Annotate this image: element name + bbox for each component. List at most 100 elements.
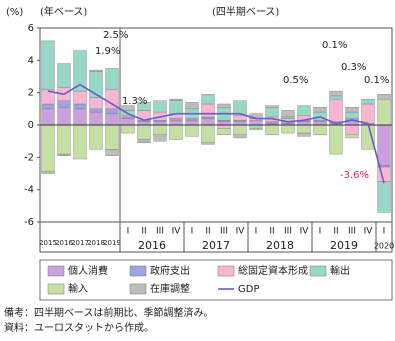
legend-label: 輸出 [330, 264, 350, 277]
bar-segment [265, 124, 279, 135]
year-label: 2019 [330, 239, 358, 252]
legend-label: 総固定資本形成 [238, 264, 308, 277]
bar-segment [105, 124, 119, 150]
year-label: 2018 [266, 239, 294, 252]
bar-segment [169, 119, 183, 126]
bar-segment [73, 90, 87, 105]
bar-segment [121, 105, 135, 111]
x-tick-label: II [333, 227, 338, 237]
legend-label: 在庫調整 [150, 282, 190, 295]
bar-segment [57, 153, 71, 156]
bar-segment [233, 115, 247, 121]
bar-segment [345, 111, 359, 119]
annotation: 1.3% [122, 96, 147, 107]
y-tick-label: 0 [28, 120, 34, 131]
bar-segment [233, 124, 247, 135]
bar-segment [201, 142, 215, 145]
bar-segment [201, 94, 215, 105]
x-tick-label: IV [300, 227, 310, 237]
x-tick-label: I [319, 227, 322, 237]
bar-segment [121, 124, 135, 134]
x-tick-label: 2017 [71, 239, 89, 247]
bar-segment [169, 118, 183, 121]
legend-swatch [217, 265, 235, 277]
bar-segment [153, 100, 167, 113]
x-tick-label: II [269, 227, 274, 237]
annotation: 1.9% [95, 46, 120, 57]
bar-segment [233, 119, 247, 122]
bar-segment [297, 132, 311, 137]
x-tick-label: 2015 [39, 239, 57, 247]
bar-segment [73, 50, 87, 92]
x-tick-label: I [191, 227, 194, 237]
x-tick-label: 2016 [55, 239, 73, 247]
bar-segment [57, 100, 71, 108]
bar-segment [329, 90, 343, 97]
axis-frame [39, 221, 393, 253]
annotation: 0.1% [364, 75, 389, 86]
legend-swatch [129, 283, 147, 295]
bar-segment [313, 124, 327, 135]
year-label: 2016 [138, 239, 166, 252]
bar-segment [217, 103, 231, 108]
annotation: 0.5% [283, 75, 308, 86]
note: 備考：四半期ベースは前期比、季節調整済み。 [4, 306, 214, 319]
bar-segment [329, 95, 343, 100]
bar-segment [201, 116, 215, 119]
x-tick-label: I [255, 227, 258, 237]
year-label: 2020 [374, 242, 394, 251]
y-tick-label: -6 [24, 217, 34, 228]
bar-segment [329, 124, 343, 155]
annotation: -3.6% [340, 170, 369, 181]
bar-segment [217, 128, 231, 135]
bar-segment [105, 68, 119, 90]
x-tick-label: III [156, 227, 164, 237]
legend-swatch [47, 265, 65, 277]
x-tick-label: III [284, 227, 292, 237]
bar-segment [265, 107, 279, 118]
bar-segment [313, 107, 327, 113]
y-tick-label: -2 [24, 152, 34, 163]
bar-segment [361, 103, 375, 124]
legend-label: 政府支出 [150, 264, 190, 277]
year-label: 2017 [202, 239, 230, 252]
bar-segment [297, 105, 311, 116]
x-tick-label: III [348, 227, 356, 237]
bar-segment [185, 119, 199, 126]
x-tick-label: III [220, 227, 228, 237]
bar-segment [41, 108, 55, 126]
x-tick-label: II [205, 227, 210, 237]
bar-segment [57, 63, 71, 89]
bar-segment [185, 118, 199, 121]
bar-segment [89, 111, 103, 126]
y-unit: (%) [6, 7, 23, 18]
legend-swatch [47, 283, 65, 295]
annotation: 0.3% [341, 62, 366, 73]
bar-segment [249, 119, 263, 126]
bar-segment [377, 124, 391, 166]
bar-segment [153, 119, 167, 122]
bar-segment [153, 124, 167, 135]
bar-segment [89, 124, 103, 150]
bar-segment [121, 116, 135, 119]
y-tick-label: -4 [24, 185, 34, 196]
y-tick-label: 6 [28, 23, 34, 34]
legend-frame [39, 259, 393, 301]
bar-segment [89, 69, 103, 72]
annual-header: (年ベース) [40, 5, 87, 18]
gdp-line [47, 83, 385, 184]
bar-segment [201, 118, 215, 126]
x-tick-label: 2018 [87, 239, 105, 247]
bar-segment [377, 98, 391, 126]
bar-segment [41, 40, 55, 90]
bar-segment [73, 103, 87, 110]
bar-segment [233, 134, 247, 139]
x-tick-label: IV [172, 227, 182, 237]
bar-segment [185, 102, 199, 110]
bar-segment [281, 116, 295, 119]
x-tick-label: I [127, 227, 130, 237]
note: 資料：ユーロスタットから作成。 [4, 321, 154, 334]
bar-segment [201, 103, 215, 118]
bar-segment [105, 113, 119, 126]
